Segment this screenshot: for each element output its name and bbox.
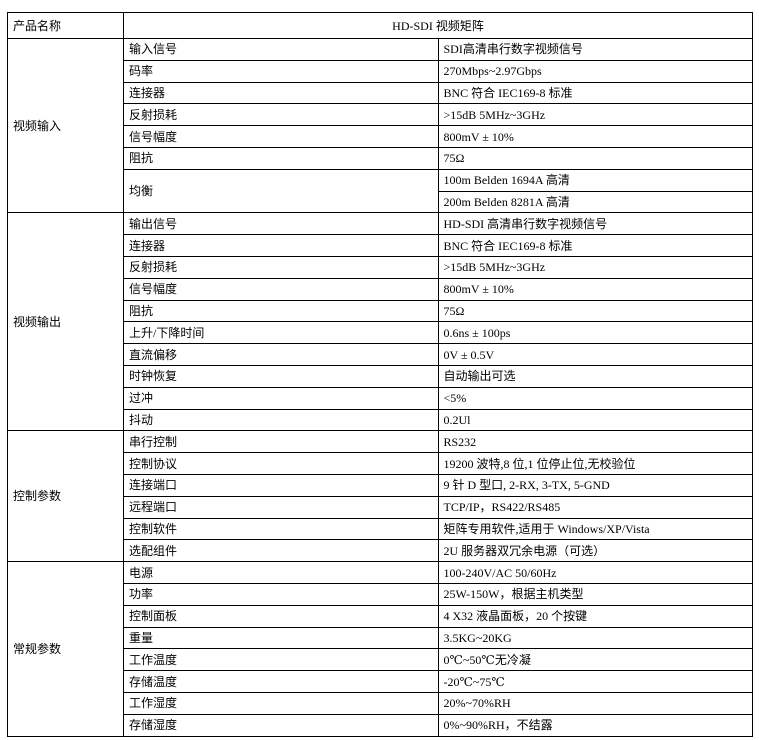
param-label: 上升/下降时间 xyxy=(123,321,439,345)
param-label: 时钟恢复 xyxy=(123,364,439,388)
param-value: 4 X32 液晶面板，20 个按键 xyxy=(437,604,753,628)
param-label: 输入信号 xyxy=(123,38,439,61)
param-label: 控制软件 xyxy=(123,517,439,541)
param-label: 输出信号 xyxy=(123,212,439,236)
table-row: 工作湿度 20%~70%RH xyxy=(8,691,753,715)
param-value: 0℃~50℃无冷凝 xyxy=(437,648,753,672)
header-row: 产品名称 HD-SDI 视频矩阵 xyxy=(7,12,753,39)
param-label: 抖动 xyxy=(123,408,439,432)
param-value: >15dB 5MHz~3GHz xyxy=(437,103,753,127)
param-value: 270Mbps~2.97Gbps xyxy=(437,59,753,83)
param-label: 功率 xyxy=(123,582,439,606)
param-value: <5% xyxy=(437,386,753,410)
param-label: 存储湿度 xyxy=(123,713,439,737)
table-row: 视频输入 输入信号 SDI高清串行数字视频信号 xyxy=(7,37,753,214)
section-label: 视频输出 xyxy=(7,212,124,432)
param-value: BNC 符合 IEC169-8 标准 xyxy=(437,81,753,105)
param-label: 连接端口 xyxy=(123,473,439,497)
table-row: 上升/下降时间 0.6ns ± 100ps xyxy=(8,321,753,345)
header-label: 产品名称 xyxy=(7,12,124,39)
param-value: 2U 服务器双冗余电源（可选） xyxy=(437,539,753,563)
spec-table: 产品名称 HD-SDI 视频矩阵 视频输入 输入信号 SDI高清串行数字视频信号 码率… xyxy=(7,12,753,737)
table-row: 控制软件 矩阵专用软件,适用于 Windows/XP/Vista xyxy=(8,517,753,541)
param-label: 串行控制 xyxy=(123,430,439,454)
param-value: 200m Belden 8281A 高清 xyxy=(437,190,753,214)
table-row: 控制面板 4 X32 液晶面板，20 个按键 xyxy=(8,604,753,628)
param-value: RS232 xyxy=(437,430,753,454)
param-value: 75Ω xyxy=(437,299,753,323)
table-row: 信号幅度 800mV ± 10% xyxy=(8,277,753,301)
param-value: 矩阵专用软件,适用于 Windows/XP/Vista xyxy=(437,517,753,541)
param-value: 0V ± 0.5V xyxy=(437,343,753,366)
section-label: 控制参数 xyxy=(7,430,124,563)
param-value: 100m Belden 1694A 高清 xyxy=(437,168,753,192)
param-value: >15dB 5MHz~3GHz xyxy=(437,255,753,279)
section-label: 常规参数 xyxy=(7,561,124,737)
table-row: 常规参数 电源 100-240V/AC 50/60Hz xyxy=(7,561,753,737)
param-label: 码率 xyxy=(123,59,439,83)
param-label: 过冲 xyxy=(123,386,439,410)
param-label: 存储温度 xyxy=(123,670,439,693)
param-value: 19200 波特,8 位,1 位停止位,无校验位 xyxy=(437,452,753,475)
param-value: 75Ω xyxy=(437,146,753,170)
table-row: 码率 270Mbps~2.97Gbps xyxy=(8,59,753,83)
param-value: 9 针 D 型口, 2-RX, 3-TX, 5-GND xyxy=(437,473,753,497)
param-label: 阻抗 xyxy=(123,299,439,323)
param-label: 连接器 xyxy=(123,234,439,257)
param-value: 0.6ns ± 100ps xyxy=(437,321,753,345)
table-row: 控制协议 19200 波特,8 位,1 位停止位,无校验位 xyxy=(8,452,753,475)
param-value: SDI高清串行数字视频信号 xyxy=(437,38,753,61)
param-value: 800mV ± 10% xyxy=(437,277,753,301)
table-row: 工作温度 0℃~50℃无冷凝 xyxy=(8,648,753,672)
product-name: HD-SDI 视频矩阵 xyxy=(123,12,753,39)
table-row: 连接端口 9 针 D 型口, 2-RX, 3-TX, 5-GND xyxy=(8,473,753,497)
param-value: -20℃~75℃ xyxy=(437,670,753,693)
param-value: HD-SDI 高清串行数字视频信号 xyxy=(437,212,753,236)
table-row: 反射损耗 >15dB 5MHz~3GHz xyxy=(8,103,753,127)
param-label: 控制面板 xyxy=(123,604,439,628)
param-value: 25W-150W，根据主机类型 xyxy=(437,582,753,606)
table-row: 存储温度 -20℃~75℃ xyxy=(8,670,753,693)
param-value: 0%~90%RH，不结露 xyxy=(437,713,753,737)
param-label: 选配组件 xyxy=(123,539,439,563)
param-label: 直流偏移 xyxy=(123,343,439,366)
param-value: 100-240V/AC 50/60Hz xyxy=(437,561,753,584)
param-label: 均衡 xyxy=(123,168,439,214)
param-label: 反射损耗 xyxy=(123,103,439,127)
param-label: 工作温度 xyxy=(123,648,439,672)
param-label: 信号幅度 xyxy=(123,277,439,301)
param-label: 连接器 xyxy=(123,81,439,105)
table-row: 连接器 BNC 符合 IEC169-8 标准 xyxy=(8,234,753,257)
table-row: 视频输出 输出信号 HD-SDI 高清串行数字视频信号 xyxy=(7,212,753,432)
table-row: 存储湿度 0%~90%RH，不结露 xyxy=(8,713,753,737)
table-row: 功率 25W-150W，根据主机类型 xyxy=(8,582,753,606)
table-row: 选配组件 2U 服务器双冗余电源（可选） xyxy=(8,539,753,563)
param-label: 工作湿度 xyxy=(123,691,439,715)
param-value: 800mV ± 10% xyxy=(437,125,753,148)
param-value: 3.5KG~20KG xyxy=(437,626,753,650)
param-label: 阻抗 xyxy=(123,146,439,170)
table-row: 阻抗 75Ω xyxy=(8,146,753,170)
param-label: 反射损耗 xyxy=(123,255,439,279)
param-label: 控制协议 xyxy=(123,452,439,475)
param-value: 20%~70%RH xyxy=(437,691,753,715)
section-label: 视频输入 xyxy=(7,37,124,214)
param-value: 0.2Ul xyxy=(437,408,753,432)
param-label: 电源 xyxy=(123,561,439,584)
table-row: 连接器 BNC 符合 IEC169-8 标准 xyxy=(8,81,753,105)
param-label: 信号幅度 xyxy=(123,125,439,148)
param-value: BNC 符合 IEC169-8 标准 xyxy=(437,234,753,257)
param-value: TCP/IP，RS422/RS485 xyxy=(437,495,753,519)
param-label: 远程端口 xyxy=(123,495,439,519)
param-label: 重量 xyxy=(123,626,439,650)
table-row: 均衡 100m Belden 1694A 高清 xyxy=(8,168,753,214)
table-row: 控制参数 串行控制 RS232 xyxy=(7,430,753,563)
table-row: 200m Belden 8281A 高清 xyxy=(8,190,753,214)
param-value: 自动输出可选 xyxy=(437,364,753,388)
